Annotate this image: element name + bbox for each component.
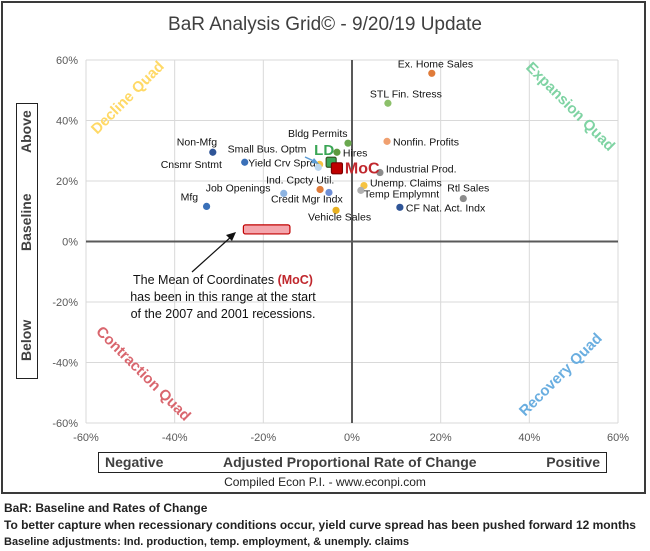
footnotes: BaR: Baseline and Rates of Change To bet…	[4, 500, 636, 551]
data-point-label: Job Openings	[206, 182, 271, 194]
y-tick-label: 40%	[56, 116, 78, 128]
recession-range	[191, 224, 291, 273]
y-tick-label: 0%	[62, 237, 78, 249]
x-tick-label: 0%	[344, 432, 360, 444]
y-axis-label-box: Above Baseline Below	[16, 103, 38, 379]
footnote-1: BaR: Baseline and Rates of Change	[4, 501, 208, 515]
data-point	[209, 148, 217, 156]
data-point	[376, 168, 384, 177]
annotation-line1: The Mean of Coordinates	[133, 273, 278, 287]
y-label-baseline: Baseline	[18, 193, 34, 251]
x-label-positive: Positive	[546, 454, 600, 470]
footnote-2: To better capture when recessionary cond…	[4, 518, 636, 532]
data-point-label: Credit Mgr Indx	[271, 193, 344, 205]
data-point	[314, 163, 322, 171]
data-point	[357, 186, 365, 194]
x-axis-label-box: Negative Adjusted Proportional Rate of C…	[98, 452, 607, 473]
y-tick-label: 60%	[56, 55, 78, 67]
ticks: -60% 60% -40% 40% -20% 20% 0% 0% 20% -20% 40% -40% 6…	[52, 55, 629, 444]
footnote-3: Baseline adjustments: Ind. production, t…	[4, 536, 410, 548]
data-point-label: Rtl Sales	[447, 183, 489, 195]
data-point	[344, 139, 352, 147]
y-tick-label: -60%	[52, 418, 78, 430]
data-point	[459, 194, 467, 203]
moc-marker	[330, 162, 344, 175]
y-tick-label: 20%	[56, 176, 78, 188]
data-point-label: CF Nat. Act. Indx	[406, 202, 486, 214]
data-point	[241, 158, 249, 166]
data-point	[428, 69, 436, 77]
chart-frame	[1, 1, 646, 494]
chart-title: BaR Analysis Grid© - 9/20/19 Update	[168, 14, 482, 35]
annotation-moc: (MoC)	[277, 273, 313, 287]
data-point-label: Mfg	[181, 191, 199, 203]
y-tick-label: -40%	[52, 358, 78, 370]
data-point-label: Small Bus. Optm	[228, 143, 307, 155]
x-tick-label: -60%	[73, 432, 99, 444]
data-point	[396, 203, 404, 211]
annotation-line3: of the 2007 and 2001 recessions.	[130, 307, 316, 321]
data-point-label: Nonfin. Profits	[393, 136, 459, 148]
data-point-label: Yield Crv Sprd	[248, 157, 315, 169]
x-tick-label: 60%	[607, 432, 629, 444]
y-label-above: Above	[18, 110, 34, 153]
ld-label: LD	[314, 142, 334, 159]
data-point-label: Unemp. Claims	[370, 178, 442, 190]
data-point	[325, 188, 333, 197]
data-point-label: Hires	[343, 147, 368, 159]
y-label-below: Below	[18, 319, 34, 361]
annotation-arrowhead	[226, 232, 236, 241]
moc-label: MoC	[345, 160, 380, 177]
data-point	[384, 99, 392, 107]
quadrant-label: Contraction Quad	[92, 323, 194, 425]
data-point-label: STL Fin. Stress	[370, 88, 442, 100]
x-tick-label: -20%	[250, 432, 276, 444]
x-tick-label: 40%	[518, 432, 540, 444]
data-point-label: Industrial Prod.	[386, 164, 457, 176]
data-point	[280, 189, 288, 198]
data-point-label: Vehicle Sales	[308, 211, 371, 223]
small-bus-arrowhead	[311, 158, 319, 164]
y-tick-label: -20%	[52, 297, 78, 309]
x-tick-label: 20%	[430, 432, 452, 444]
x-tick-label: -40%	[162, 432, 188, 444]
points: Ex. Home Sales STL Fin. Stress Nonfin. Pro…	[161, 58, 490, 223]
x-label-title: Adjusted Proportional Rate of Change	[223, 454, 477, 470]
data-point	[332, 206, 340, 214]
data-point-label: Bldg Permits	[288, 128, 348, 140]
data-point	[316, 185, 324, 194]
data-point-label: Temp Emplymnt	[364, 188, 439, 200]
data-point	[333, 148, 341, 156]
data-point-label: Non-Mfg	[177, 136, 217, 148]
quadrant-label: Expansion Quad	[522, 59, 618, 155]
annotation-line2: has been in this range at the start	[130, 290, 316, 304]
credit-line: Compiled Econ P.I. - www.econpi.com	[224, 475, 426, 489]
data-point	[202, 202, 211, 211]
annotation-arrow	[191, 235, 233, 273]
annotation: The Mean of Coordinates (MoC) has been i…	[108, 272, 338, 323]
data-point-label: Ind. Cpcty Util.	[266, 174, 334, 186]
data-point-label: Ex. Home Sales	[398, 58, 473, 70]
x-label-negative: Negative	[105, 454, 164, 470]
data-point-label: Cnsmr Sntmt	[161, 159, 222, 171]
quadrant-label: Decline Quad	[88, 58, 168, 138]
recession-range-box	[242, 224, 291, 235]
data-point	[383, 137, 391, 145]
axes	[86, 60, 618, 423]
